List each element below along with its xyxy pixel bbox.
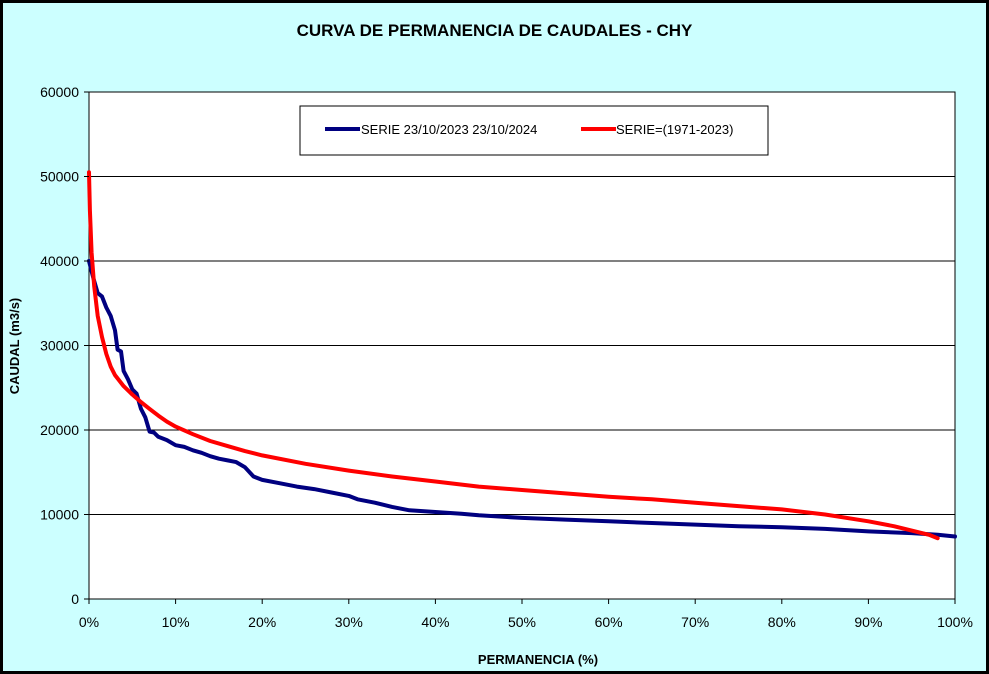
- series-layer: [87, 170, 957, 541]
- legend: SERIE 23/10/2023 23/10/2024 SERIE=(1971-…: [299, 105, 769, 156]
- x-tick-label: 50%: [508, 614, 536, 630]
- y-tick-label: 50000: [40, 169, 79, 185]
- grid-lines: [89, 176, 955, 515]
- x-tick-label: 90%: [854, 614, 882, 630]
- x-tick-label: 0%: [79, 614, 99, 630]
- x-tick-label: 40%: [421, 614, 449, 630]
- chart-canvas: 0 10000 20000 30000 40000 50000 60000 0% 10% 20% 3…: [7, 84, 973, 667]
- x-tick-label: 60%: [595, 614, 623, 630]
- y-tick-label: 30000: [40, 338, 79, 354]
- chart-title: CURVA DE PERMANENCIA DE CAUDALES - CHY: [296, 21, 693, 40]
- y-axis-title: CAUDAL (m3/s): [7, 298, 22, 395]
- y-tick-label: 60000: [40, 84, 79, 100]
- legend-label-serie-1971-2023: SERIE=(1971-2023): [616, 122, 733, 137]
- y-tick-label: 20000: [40, 422, 79, 438]
- x-tick-label: 70%: [681, 614, 709, 630]
- series-line-serie-2023-2024: [87, 259, 957, 539]
- y-tick-label: 0: [71, 591, 79, 607]
- series-line-serie-1971-2023: [87, 170, 940, 541]
- legend-box: [299, 105, 769, 156]
- y-tick-label: 10000: [40, 507, 79, 523]
- legend-label-serie-2023-2024: SERIE 23/10/2023 23/10/2024: [361, 122, 537, 137]
- axis-ticks: 0 10000 20000 30000 40000 50000 60000 0% 10% 20% 3…: [40, 84, 973, 630]
- x-tick-label: 30%: [335, 614, 363, 630]
- y-tick-label: 40000: [40, 253, 79, 269]
- x-tick-label: 80%: [768, 614, 796, 630]
- x-tick-label: 20%: [248, 614, 276, 630]
- x-tick-label: 100%: [937, 614, 973, 630]
- x-axis-title: PERMANENCIA (%): [478, 652, 598, 667]
- x-tick-label: 10%: [162, 614, 190, 630]
